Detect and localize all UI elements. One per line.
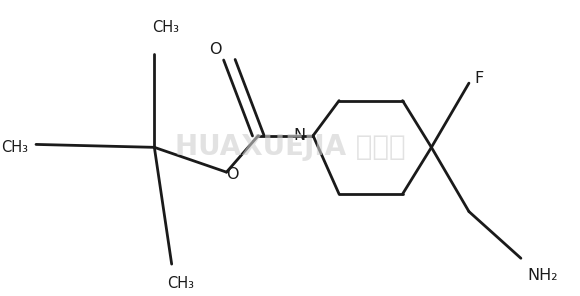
Text: F: F bbox=[474, 71, 484, 86]
Text: NH₂: NH₂ bbox=[528, 268, 559, 284]
Text: HUAXUEJIA 化学加: HUAXUEJIA 化学加 bbox=[175, 133, 405, 161]
Text: CH₃: CH₃ bbox=[1, 140, 28, 155]
Text: O: O bbox=[209, 42, 221, 57]
Text: O: O bbox=[226, 167, 238, 182]
Text: CH₃: CH₃ bbox=[167, 276, 194, 291]
Text: N: N bbox=[293, 128, 306, 143]
Text: CH₃: CH₃ bbox=[153, 20, 179, 35]
